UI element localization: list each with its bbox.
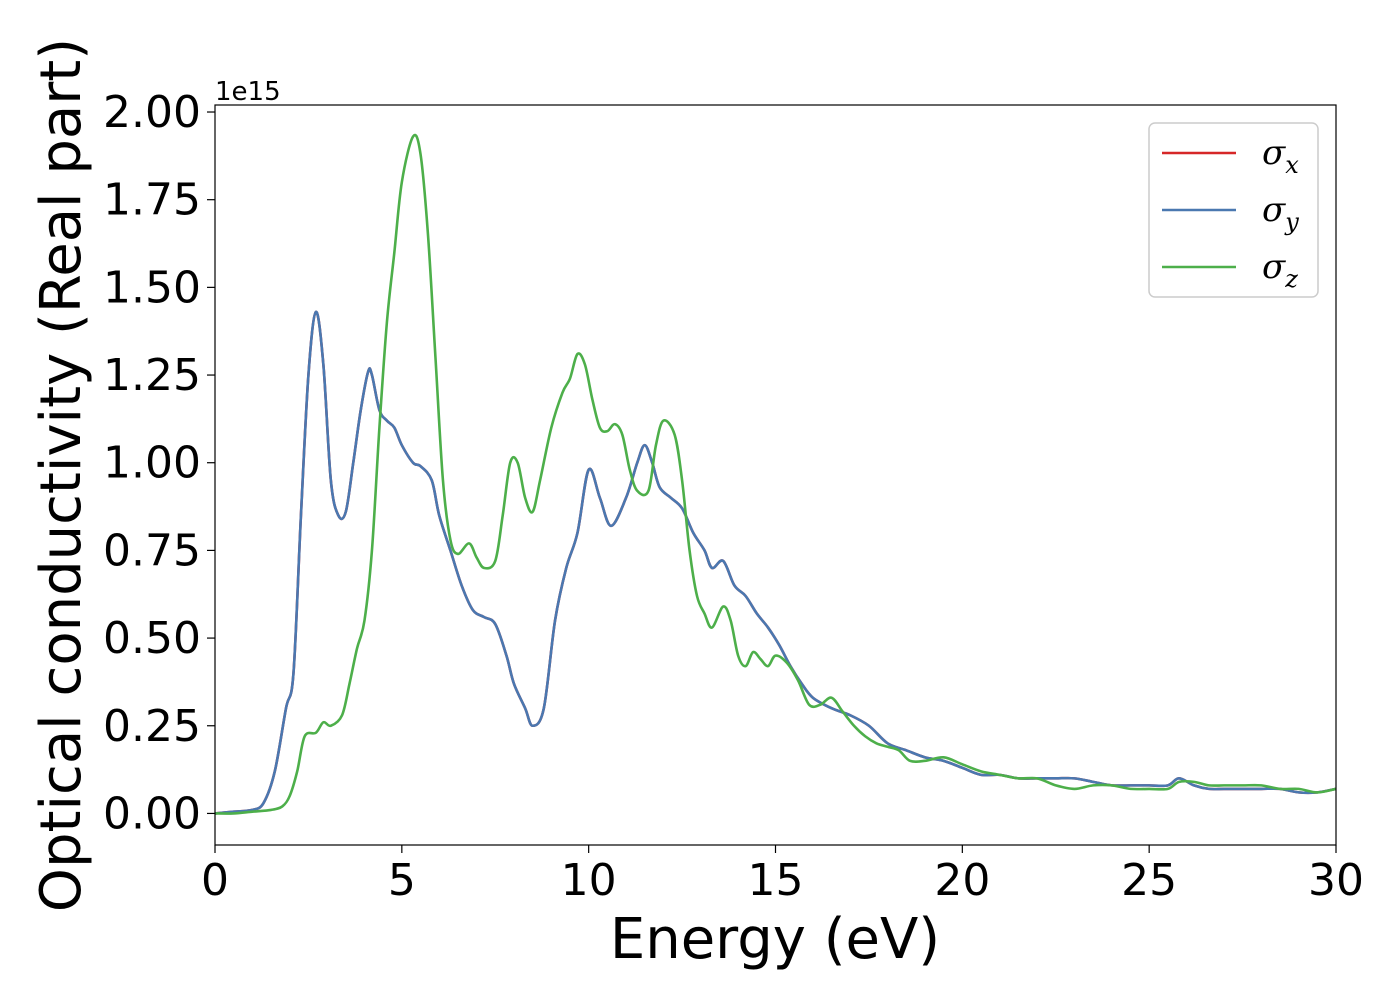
y-tick-label: 0.25 (103, 701, 201, 752)
series-layer (215, 133, 1336, 815)
y-tick-label: 0.50 (103, 613, 201, 664)
legend: σx σy σz (1148, 122, 1319, 298)
x-tick-label: 0 (201, 855, 229, 906)
x-tick-label: 25 (1121, 855, 1177, 906)
x-tick-label: 30 (1308, 855, 1364, 906)
series-line-sigma-y (215, 310, 1336, 815)
y-axis: 0.00 0.25 0.50 0.75 1.00 1.25 1.50 1.75 2.00 (103, 87, 215, 839)
y-tick-label: 1.75 (103, 175, 201, 226)
y-tick-label: 0.75 (103, 525, 201, 576)
x-tick-label: 15 (748, 855, 804, 906)
legend-label-sigma-y: σy (1262, 190, 1299, 236)
y-tick-label: 0.00 (103, 788, 201, 839)
y-tick-label: 1.00 (103, 438, 201, 489)
x-tick-label: 20 (934, 855, 990, 906)
x-axis-title: Energy (eV) (610, 907, 940, 972)
x-tick-label: 10 (561, 855, 617, 906)
y-tick-label: 2.00 (103, 87, 201, 138)
legend-label-sigma-z: σz (1262, 247, 1298, 293)
x-axis: 0 5 10 15 20 25 30 (201, 845, 1364, 906)
y-axis-title: Optical conductivity (Real part) (29, 38, 94, 912)
y-offset-label: 1e15 (215, 77, 281, 107)
x-tick-label: 5 (388, 855, 416, 906)
y-tick-label: 1.25 (103, 350, 201, 401)
y-tick-label: 1.50 (103, 262, 201, 313)
series-line-sigma-z (215, 133, 1336, 815)
legend-label-sigma-x: σx (1262, 133, 1299, 179)
